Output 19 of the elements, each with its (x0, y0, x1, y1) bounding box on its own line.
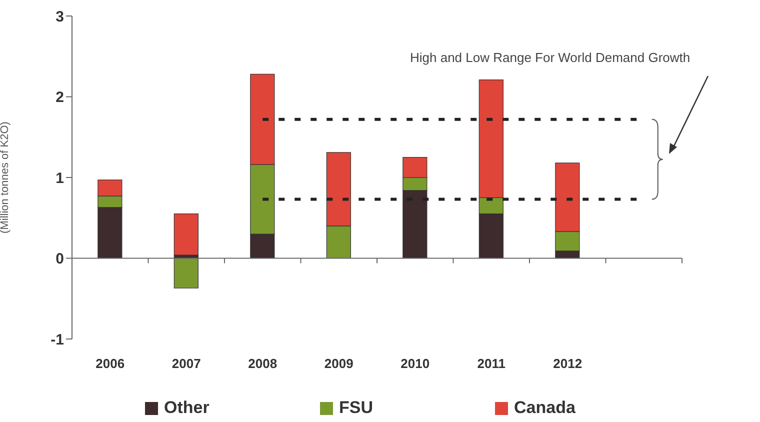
y-axis-title: (Million tonnes of K2O) (0, 122, 11, 234)
annotation: High and Low Range For World Demand Growth (410, 50, 690, 65)
bar (174, 214, 198, 256)
x-tick-label: 2008 (248, 356, 278, 372)
x-tick-label: 2011 (477, 356, 506, 372)
x-tick-label: 2007 (172, 356, 201, 372)
y-tick-label: 0 (56, 250, 64, 268)
x-tick-label: 2009 (324, 356, 354, 372)
legend-label: FSU (339, 398, 373, 418)
y-tick-label: 1 (56, 170, 64, 187)
x-tick-label: 2012 (553, 356, 582, 372)
x-tick-label: 2006 (96, 356, 125, 372)
y-tick-label: 2 (56, 89, 64, 106)
y-tick-label: -1 (50, 331, 64, 348)
x-tick-label: 2010 (400, 356, 430, 372)
y-tick-label: 3 (56, 8, 64, 26)
legend-label: Canada (514, 398, 576, 418)
legend-label: Other (164, 398, 210, 418)
bar (174, 258, 198, 288)
